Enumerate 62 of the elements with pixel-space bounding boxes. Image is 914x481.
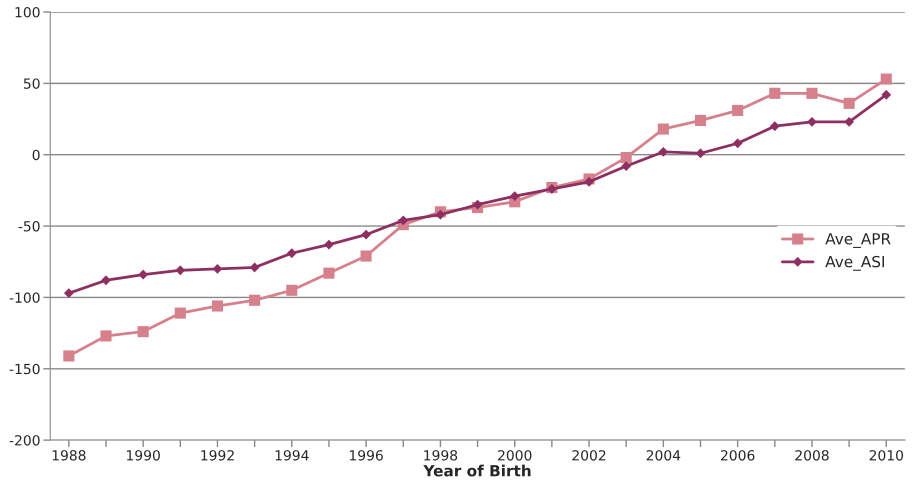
point bbox=[769, 88, 780, 99]
x-tick-label: 2002 bbox=[572, 450, 606, 461]
point bbox=[844, 98, 855, 109]
point bbox=[584, 176, 594, 187]
point bbox=[286, 248, 297, 258]
y-tick-label: 50 bbox=[24, 78, 40, 89]
x-tick-label: 2008 bbox=[795, 450, 829, 461]
point bbox=[770, 121, 780, 132]
point bbox=[249, 294, 260, 306]
y-tick-label: -150 bbox=[10, 364, 40, 374]
legend-label: Ave_ASI bbox=[825, 256, 884, 271]
x-tick-label: 2000 bbox=[498, 450, 532, 461]
point bbox=[510, 191, 520, 202]
y-tick-label: -100 bbox=[10, 292, 40, 303]
point bbox=[732, 104, 744, 116]
point bbox=[101, 275, 111, 286]
x-tick-label: 1992 bbox=[201, 450, 234, 461]
point bbox=[212, 264, 222, 274]
point bbox=[696, 148, 706, 158]
y-tick-label: 0 bbox=[32, 150, 40, 160]
point bbox=[100, 330, 112, 342]
point bbox=[323, 268, 334, 279]
legend-label: Ave_APR bbox=[825, 233, 891, 248]
point bbox=[807, 116, 817, 127]
point bbox=[620, 152, 632, 164]
y-tick-label: -50 bbox=[18, 221, 40, 232]
x-tick-label: 1996 bbox=[350, 450, 383, 461]
point bbox=[658, 146, 668, 157]
x-axis-title: Year of Birth bbox=[423, 464, 530, 476]
point bbox=[694, 114, 706, 126]
point bbox=[64, 288, 74, 298]
point bbox=[63, 350, 74, 362]
x-tick-label: 2006 bbox=[721, 450, 754, 461]
point bbox=[250, 262, 260, 272]
point bbox=[881, 90, 892, 100]
x-tick-label: 2004 bbox=[646, 450, 680, 461]
x-tick-label: 1994 bbox=[276, 450, 309, 461]
point bbox=[436, 210, 446, 220]
point bbox=[806, 88, 818, 99]
y-tick-label: -200 bbox=[10, 435, 40, 446]
point bbox=[658, 123, 669, 135]
point bbox=[324, 240, 334, 250]
point bbox=[621, 161, 632, 172]
point bbox=[212, 300, 224, 312]
point bbox=[286, 284, 298, 296]
x-tick-label: 1990 bbox=[127, 450, 160, 461]
point bbox=[361, 230, 372, 240]
x-tick-label: 1998 bbox=[424, 450, 458, 461]
point bbox=[546, 184, 557, 194]
point bbox=[880, 74, 892, 85]
point bbox=[175, 265, 186, 276]
point bbox=[732, 138, 743, 148]
point bbox=[174, 308, 186, 319]
y-tick-label: 100 bbox=[16, 6, 40, 18]
x-tick-label: 1988 bbox=[52, 450, 86, 461]
point bbox=[360, 250, 372, 262]
point bbox=[138, 326, 149, 338]
x-tick-label: 2010 bbox=[870, 450, 904, 461]
point bbox=[138, 270, 148, 280]
point bbox=[398, 215, 408, 226]
point bbox=[844, 116, 854, 127]
point bbox=[472, 200, 482, 210]
